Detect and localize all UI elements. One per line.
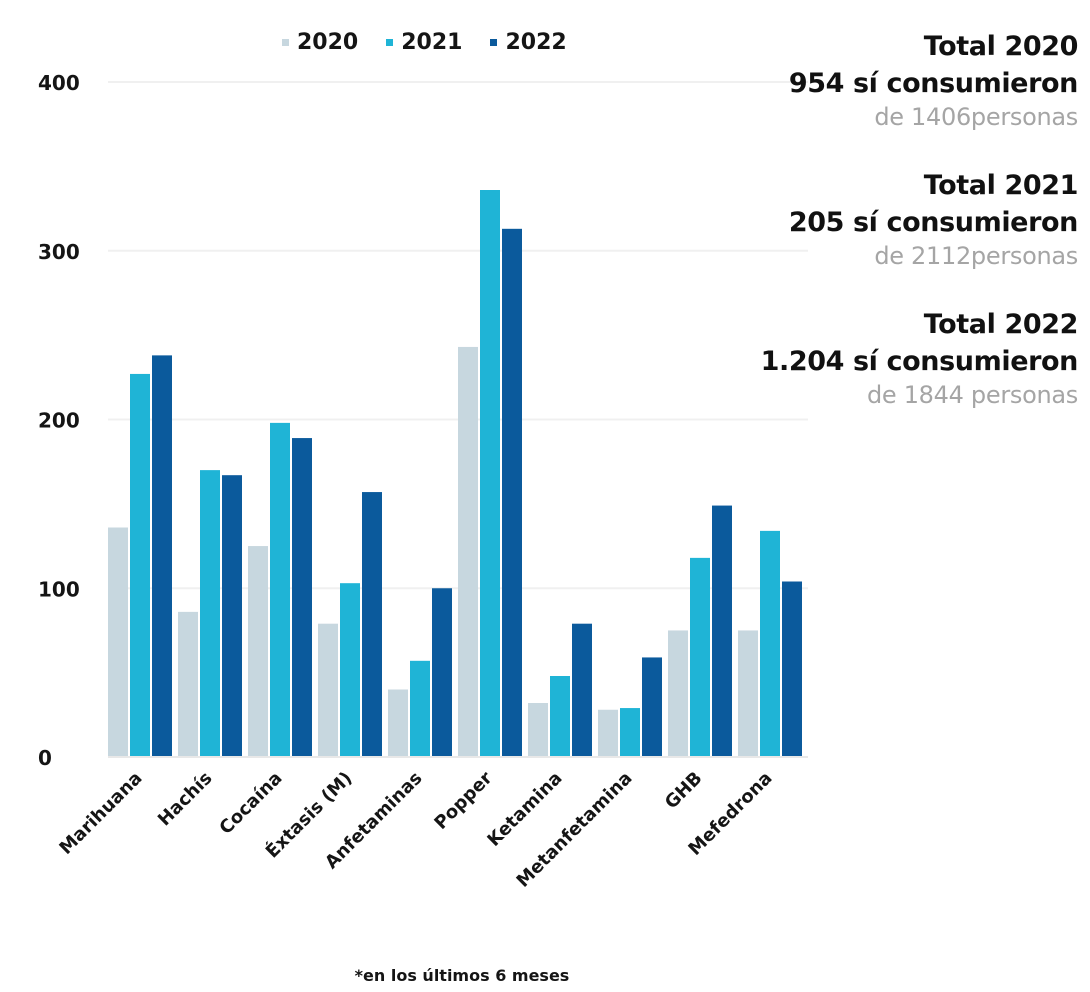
x-tick-label: Marihuana <box>55 768 146 859</box>
bar-2020 <box>598 709 618 757</box>
bar-2022 <box>292 438 312 757</box>
bar-2021 <box>130 373 150 757</box>
footnote: *en los últimos 6 meses <box>354 966 570 985</box>
bar-2022 <box>642 657 662 757</box>
bar-2020 <box>318 623 338 757</box>
bar-2021 <box>760 530 780 757</box>
chart-legend: 2020 2021 2022 <box>282 30 567 55</box>
bar-2022 <box>362 492 382 757</box>
total-2021-consumed: 205 sí consumieron <box>788 207 1079 238</box>
y-tick-label: 100 <box>38 577 80 601</box>
total-2021-block: Total 2021 205 sí consumieron de 2112per… <box>738 167 1079 272</box>
bar-2020 <box>178 611 198 757</box>
bar-2022 <box>502 228 522 757</box>
x-tick-label: Cocaína <box>215 768 286 839</box>
bar-2021 <box>270 422 290 757</box>
legend-item-2022: 2022 <box>490 30 567 55</box>
legend-item-2020: 2020 <box>282 30 358 55</box>
bar-2020 <box>738 630 758 757</box>
legend-label-2021: 2021 <box>401 30 463 55</box>
bar-2021 <box>340 583 360 757</box>
x-tick-label: Metanfetamina <box>513 768 637 892</box>
total-2020-of: de 1406personas <box>874 103 1078 131</box>
total-2020-block: Total 2020 954 sí consumieron de 1406per… <box>738 28 1079 133</box>
bar-2021 <box>550 676 570 757</box>
bar-2022 <box>572 623 592 757</box>
total-2022-consumed: 1.204 sí consumieron <box>760 346 1079 377</box>
total-2020-title: Total 2020 <box>923 31 1079 62</box>
total-2022-title: Total 2022 <box>923 309 1079 340</box>
bar-2020 <box>108 527 128 757</box>
bar-2021 <box>480 190 500 757</box>
x-tick-label: Hachís <box>154 768 217 831</box>
y-tick-label: 200 <box>38 409 80 433</box>
legend-swatch-2020 <box>282 39 289 46</box>
bar-2021 <box>620 708 640 757</box>
y-tick-label: 400 <box>38 71 80 95</box>
bar-2020 <box>248 546 268 757</box>
legend-swatch-2021 <box>386 39 394 46</box>
bar-2022 <box>432 588 452 757</box>
x-tick-label: GHB <box>661 768 707 814</box>
bar-2020 <box>668 630 688 757</box>
bar-2022 <box>712 505 732 757</box>
x-tick-label: Popper <box>430 768 496 834</box>
bar-2021 <box>410 660 430 757</box>
bar-2022 <box>222 475 242 757</box>
y-tick-label: 0 <box>38 746 52 770</box>
total-2022-of: de 1844 personas <box>866 381 1078 409</box>
legend-label-2020: 2020 <box>297 30 359 55</box>
legend-label-2022: 2022 <box>505 30 567 55</box>
bar-2021 <box>690 557 710 757</box>
total-2022-block: Total 2022 1.204 sí consumieron de 1844 … <box>738 306 1079 411</box>
bar-2020 <box>458 346 478 757</box>
legend-item-2021: 2021 <box>386 30 462 55</box>
bar-2022 <box>152 355 172 757</box>
total-2021-title: Total 2021 <box>923 170 1079 201</box>
bar-2021 <box>200 470 220 757</box>
total-2020-consumed: 954 sí consumieron <box>788 68 1079 99</box>
bar-2020 <box>388 689 408 757</box>
y-tick-label: 300 <box>38 240 80 264</box>
bar-2020 <box>528 703 548 757</box>
totals-panel: Total 2020 954 sí consumieron de 1406per… <box>738 28 1079 445</box>
total-2021-of: de 2112personas <box>874 242 1078 270</box>
legend-swatch-2022 <box>490 39 498 46</box>
bar-2022 <box>782 581 802 757</box>
